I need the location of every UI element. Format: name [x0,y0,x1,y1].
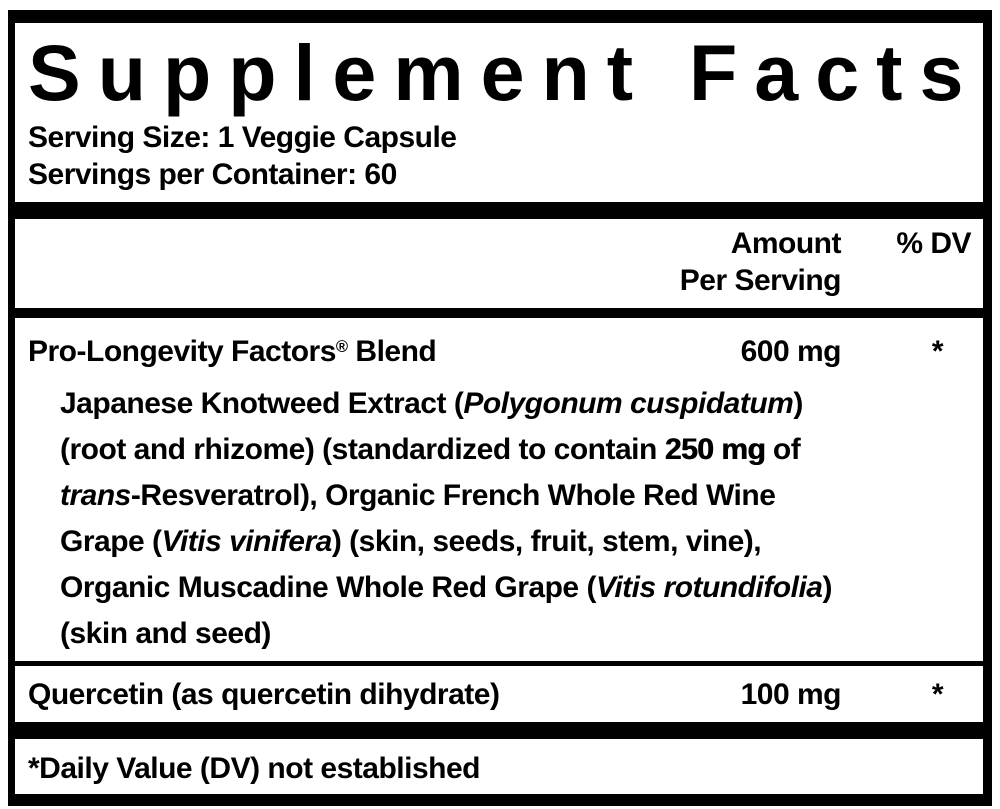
ingredient-description-line: trans-Resveratrol), Organic French Whole… [60,479,776,512]
ingredient-description-line: (skin and seed) [60,617,271,650]
divider-medium-under-header [15,308,983,318]
label-title: Supplement Facts [28,28,981,117]
ingredient-amount: 600 mg [740,335,842,368]
ingredient-description-line: Grape (Vitis vinifera) (skin, seeds, fru… [60,525,762,558]
ingredient-name: Pro-Longevity Factors® Blend [28,335,437,368]
ingredient-description-line: (root and rhizome) (standardized to cont… [60,433,801,466]
column-header-amount: Amount Per Serving [666,225,842,299]
divider-thick-top [15,202,983,219]
ingredient-description: Japanese Knotweed Extract (Polygonum cus… [60,381,983,657]
ingredient-description-line: Organic Muscadine Whole Red Grape (Vitis… [60,571,832,604]
table-header-row: Amount Per Serving % DV [15,225,983,299]
column-header-amount-line2: Per Serving [679,264,842,297]
ingredient-dv: * [931,678,944,711]
supplement-facts-label: Supplement Facts Serving Size: 1 Veggie … [8,10,992,806]
ingredient-row-blend: Pro-Longevity Factors® Blend 600 mg * [15,333,983,375]
divider-thick-bottom [15,722,983,739]
ingredient-dv: * [931,335,944,368]
column-header-dv: % DV [896,227,971,260]
ingredient-row-quercetin: Quercetin (as quercetin dihydrate) 100 m… [15,676,983,713]
ingredient-name: Quercetin (as quercetin dihydrate) [28,678,500,711]
ingredient-description-line: Japanese Knotweed Extract (Polygonum cus… [60,387,803,420]
divider-thin-above-quercetin [15,661,983,666]
ingredient-amount: 100 mg [740,678,842,711]
daily-value-footnote: *Daily Value (DV) not established [28,752,480,785]
serving-info: Serving Size: 1 Veggie Capsule Servings … [28,119,983,193]
serving-size: Serving Size: 1 Veggie Capsule [28,121,457,154]
column-header-amount-line1: Amount [730,227,842,260]
servings-per-container: Servings per Container: 60 [28,158,397,191]
